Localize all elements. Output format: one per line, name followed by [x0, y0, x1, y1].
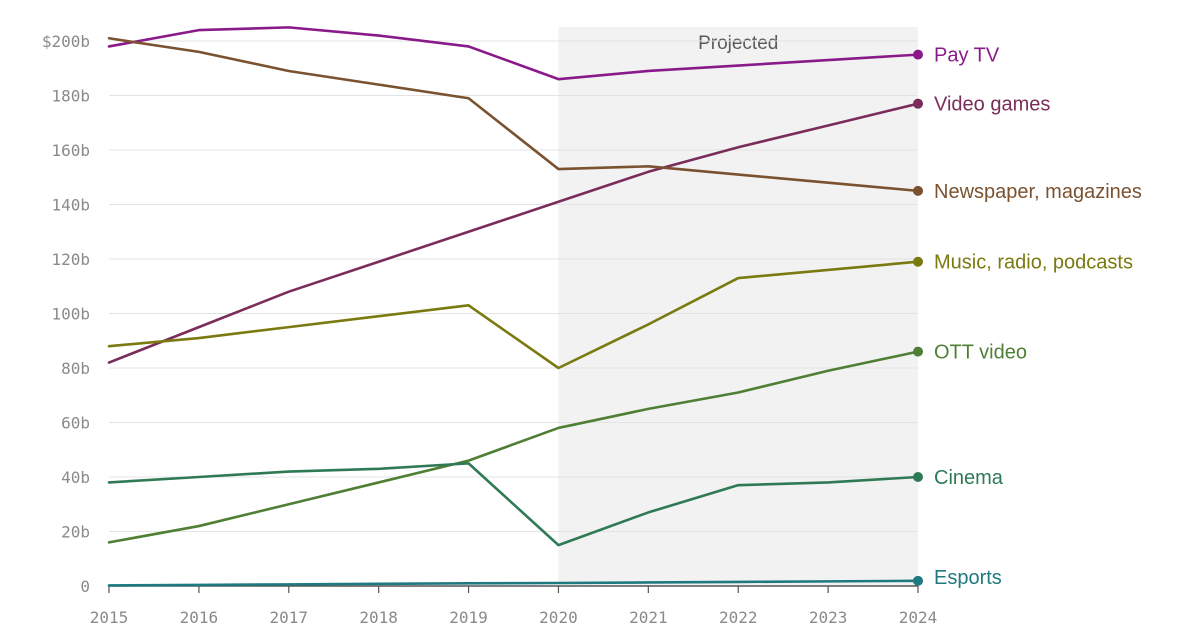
y-tick-label: 40b: [61, 468, 90, 487]
series-end-point-music-radio-podcasts: [913, 256, 923, 267]
x-axis-ticks: 2015 2016 2017 2018 2019 2020 2021 2022 2023 2024: [90, 586, 938, 627]
series-label-ott-video: OTT video: [934, 342, 1027, 364]
x-tick-label: 2018: [359, 608, 398, 627]
x-tick-label: 2019: [449, 608, 488, 627]
gridlines: [109, 40, 918, 532]
series-end-point-newspaper-magazines: [913, 185, 923, 196]
y-axis-ticks: 0 20b 40b 60b 80b 100b 120b 140b 160b 180b $200b: [42, 32, 90, 596]
y-tick-label: 80b: [61, 359, 90, 378]
series-label-video-games: Video games: [934, 94, 1050, 116]
series-line-cinema: [107, 462, 920, 547]
series-label-esports: Esports: [934, 567, 1002, 589]
series-end-point-video-games: [913, 98, 923, 109]
x-tick-label: 2015: [90, 608, 129, 627]
y-tick-label: 180b: [51, 87, 90, 106]
x-tick-label: 2023: [809, 608, 848, 627]
series-end-point-ott-video: [913, 346, 923, 357]
y-tick-label: 120b: [51, 250, 90, 269]
y-tick-label: 0: [80, 577, 90, 596]
series-label-pay-tv: Pay TV: [934, 45, 1000, 67]
series-label-music-radio-podcasts: Music, radio, podcasts: [934, 252, 1133, 274]
x-tick-label: 2022: [719, 608, 758, 627]
series-end-point-pay-tv: [913, 49, 923, 60]
x-tick-label: 2016: [180, 608, 219, 627]
series-line-music-radio-podcasts: [107, 260, 920, 370]
series-line-pay-tv: [107, 26, 920, 81]
y-tick-label: 160b: [51, 141, 90, 160]
series-line-ott-video: [107, 350, 920, 544]
y-tick-label: 140b: [51, 196, 90, 215]
x-tick-label: 2021: [629, 608, 668, 627]
y-tick-label: $200b: [42, 32, 90, 51]
y-tick-label: 20b: [61, 523, 90, 542]
y-tick-label: 60b: [61, 414, 90, 433]
projected-region: [558, 27, 918, 586]
x-tick-label: 2017: [270, 608, 309, 627]
projected-label: Projected: [698, 33, 778, 54]
series-line-esports: [107, 579, 920, 587]
series-labels: Pay TV Video games Newspaper, magazines Mus…: [934, 45, 1142, 589]
series-end-point-esports: [913, 575, 923, 586]
series-lines: [107, 26, 923, 587]
x-tick-label: 2020: [539, 608, 578, 627]
series-label-newspaper-magazines: Newspaper, magazines: [934, 181, 1142, 203]
series-line-video-games: [107, 102, 920, 364]
series-end-point-cinema: [913, 472, 923, 482]
x-tick-label: 2024: [899, 608, 938, 627]
y-tick-label: 100b: [51, 305, 90, 324]
series-label-cinema: Cinema: [934, 467, 1004, 489]
series-line-newspaper-magazines: [107, 36, 920, 193]
